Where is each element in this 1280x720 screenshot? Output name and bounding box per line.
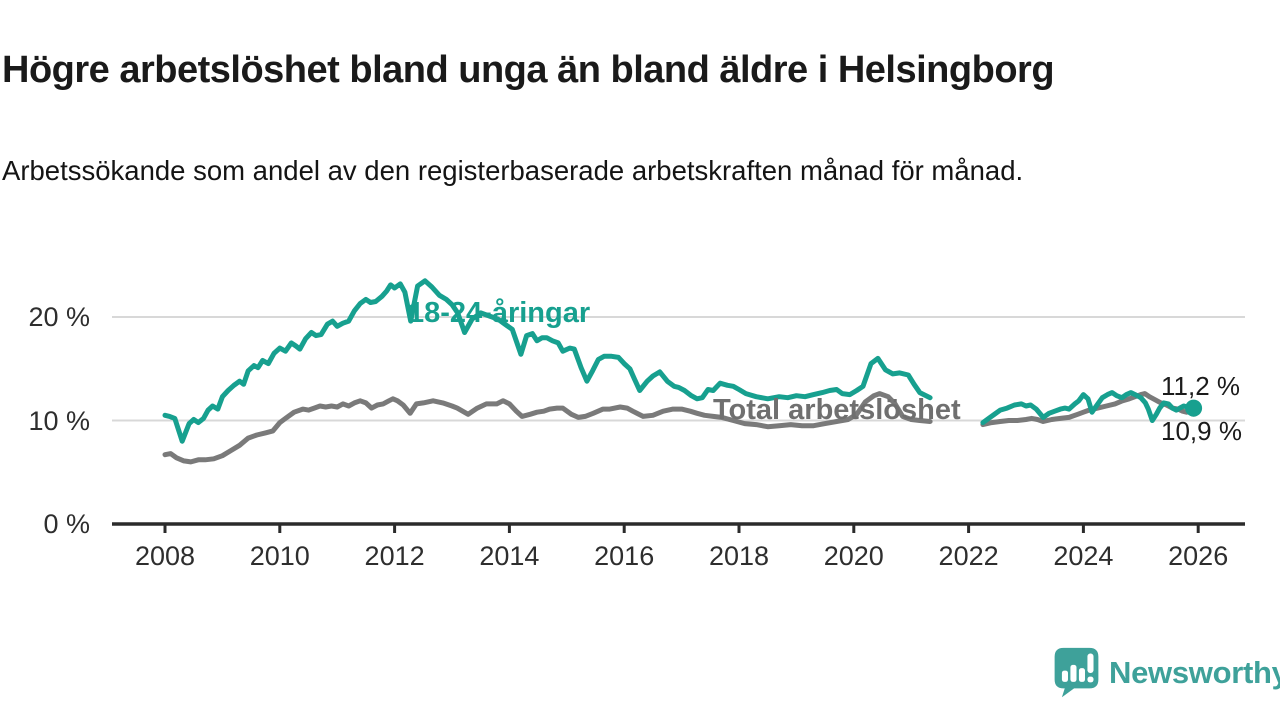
newsworthy-brand: Newsworthy [1053,645,1280,701]
series-line-total [162,391,933,465]
x-axis-tick-label: 2010 [249,541,310,571]
y-axis-tick-label: 0 % [43,509,90,539]
newsworthy-logo-icon [1053,646,1100,700]
page-title: Högre arbetslöshet bland unga än bland ä… [2,49,1055,92]
series-end-dot-youth [1185,399,1203,417]
x-axis-tick-label: 2018 [708,541,770,571]
chart-subtitle: Arbetssökande som andel av den registerb… [2,154,1024,186]
x-axis-tick-label: 2026 [1168,541,1229,571]
series-label-youth: 18-24-åringar [408,297,591,329]
x-axis-tick-label: 2008 [134,541,196,571]
x-axis-tick-labels: 2008 2010 2012 2014 2016 2018 2020 2022 2024 2026 [0,540,1280,580]
series-line-youth [980,390,1197,426]
x-axis-tick-label: 2022 [938,541,999,571]
y-axis-tick-label: 10 % [28,405,90,436]
series-label-total: Total arbetslöshet [713,394,961,426]
x-axis-tick-label: 2016 [594,541,655,571]
x-axis-tick-label: 2014 [479,541,540,571]
y-axis-tick-label: 20 % [28,302,90,332]
series-line-youth [162,278,933,444]
newsworthy-brand-name: Newsworthy [1109,655,1280,690]
x-axis-tick-label: 2020 [823,541,884,571]
y-axis-tick-labels: 0 % 10 % 20 % [0,0,90,720]
x-axis-tick-label: 2024 [1053,541,1114,571]
end-value-label-youth: 11,2 % [1161,371,1241,401]
x-axis-tick-label: 2012 [364,541,425,571]
end-value-label-total: 10,9 % [1161,416,1242,446]
